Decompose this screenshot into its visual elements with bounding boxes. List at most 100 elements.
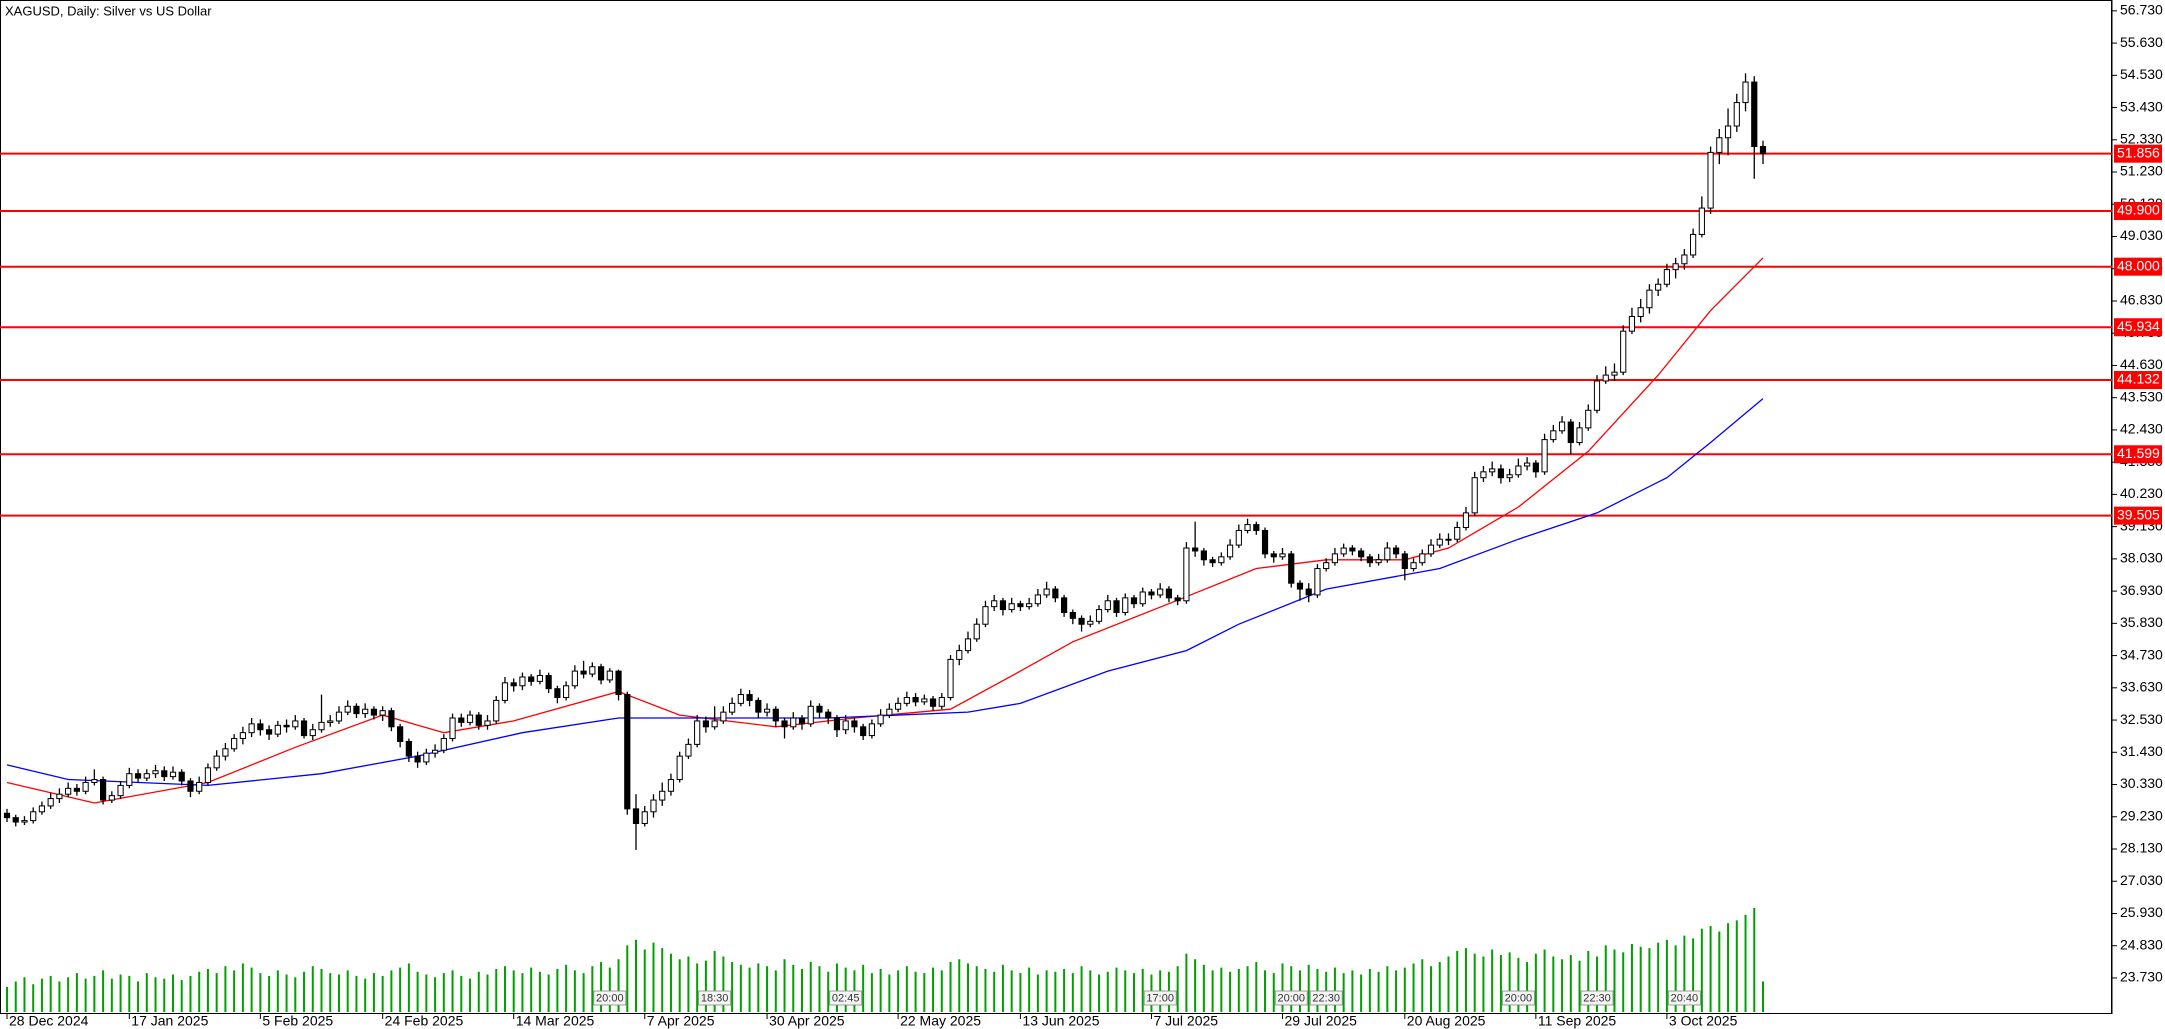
volume-bar <box>206 968 209 1012</box>
candle-body <box>1165 588 1173 599</box>
event-box <box>1309 990 1343 1006</box>
event-label: 20:40 <box>1671 992 1699 1004</box>
candle-body <box>1558 421 1566 432</box>
event-box <box>1501 990 1535 1006</box>
candle-body <box>248 723 255 734</box>
volume-bar <box>128 975 131 1012</box>
candle-body <box>528 676 535 682</box>
volume-bar <box>1517 957 1520 1012</box>
event-box <box>593 990 627 1006</box>
volume-bar <box>949 962 952 1012</box>
candle-body <box>1445 538 1452 541</box>
volume-bar <box>1124 970 1127 1012</box>
candle-body <box>772 708 779 722</box>
level-label-box <box>2114 371 2162 390</box>
candle-body <box>571 670 578 687</box>
candle-body <box>30 811 37 822</box>
volume-bar <box>1596 956 1599 1012</box>
volume-bar <box>809 962 812 1012</box>
volume-bar <box>250 967 253 1012</box>
candle-body <box>1008 603 1015 611</box>
volume-bar <box>1185 953 1188 1012</box>
volume-bar <box>329 973 332 1012</box>
volume-bar <box>58 981 61 1012</box>
y-tick-label: 52.330 <box>2120 130 2163 146</box>
volume-bar <box>1255 962 1258 1012</box>
volume-bar <box>75 973 78 1012</box>
candle-body <box>283 724 290 728</box>
volume-bar <box>23 977 26 1012</box>
volume-bar <box>477 971 480 1012</box>
volume-bar <box>1045 970 1048 1012</box>
event-label: 18:30 <box>701 992 729 1004</box>
volume-bar <box>1718 931 1721 1012</box>
candle-body <box>318 721 325 731</box>
volume-bar <box>1464 948 1467 1012</box>
volume-bar <box>1054 971 1057 1012</box>
volume-bar <box>652 942 655 1012</box>
volume-bar <box>739 964 742 1012</box>
volume-bar <box>897 970 900 1012</box>
candle-body <box>126 773 133 786</box>
candle-body <box>134 773 142 779</box>
candle-body <box>606 670 613 681</box>
volume-bar <box>84 978 87 1012</box>
y-tick-label: 46.830 <box>2120 292 2163 308</box>
candle-body <box>1218 556 1225 564</box>
candle-body <box>1497 468 1505 479</box>
candle-body <box>1392 547 1400 555</box>
candle-body <box>388 710 395 728</box>
volume-bar <box>1727 923 1730 1012</box>
volume-bar <box>1176 966 1179 1012</box>
candle-body <box>501 682 509 701</box>
volume-bar <box>1683 935 1686 1012</box>
volume-bar <box>827 971 830 1012</box>
x-tick-label: 22 May 2025 <box>900 1013 981 1029</box>
volume-bar <box>346 970 349 1012</box>
candle-body <box>1095 609 1103 622</box>
candle-body <box>21 820 28 823</box>
candle-body <box>921 698 928 703</box>
volume-bar <box>1071 973 1074 1012</box>
candle-body <box>554 688 561 698</box>
candle-body <box>1366 556 1373 564</box>
candle-body <box>895 702 902 710</box>
candle-body <box>1384 547 1391 561</box>
candle-body <box>1270 553 1277 558</box>
candle-body <box>353 705 360 715</box>
candle-body <box>1690 233 1697 256</box>
candle-body <box>1130 597 1138 605</box>
volume-bar <box>137 981 140 1012</box>
volume-bar <box>145 973 148 1012</box>
volume-bar <box>923 973 926 1012</box>
event-label: 20:00 <box>1505 992 1533 1004</box>
y-tick-label: 27.030 <box>2120 872 2163 888</box>
volume-bar <box>1412 963 1415 1012</box>
candle-body <box>1489 468 1496 473</box>
volume-bar <box>818 966 821 1012</box>
candle-body <box>545 675 552 690</box>
candle-body <box>851 720 858 728</box>
candle-body <box>1419 553 1426 564</box>
volume-bar <box>311 966 314 1012</box>
candle-body <box>1087 620 1094 625</box>
volume-bar <box>1202 964 1205 1012</box>
volume-bar <box>1246 966 1249 1012</box>
volume-bar <box>355 975 358 1012</box>
volume-bar <box>1639 946 1642 1012</box>
volume-bar <box>1377 971 1380 1012</box>
volume-bar <box>1753 907 1756 1012</box>
volume-bar <box>635 939 638 1012</box>
candle-body <box>484 720 491 726</box>
candle-body <box>1401 553 1408 570</box>
volume-bar <box>1508 952 1511 1012</box>
volume-bar <box>67 977 70 1012</box>
y-tick-label: 53.430 <box>2120 98 2163 114</box>
candle-body <box>414 755 421 763</box>
candle-body <box>702 720 710 728</box>
volume-bar <box>1194 959 1197 1012</box>
volume-bar <box>14 981 17 1012</box>
candle-body <box>938 696 945 707</box>
